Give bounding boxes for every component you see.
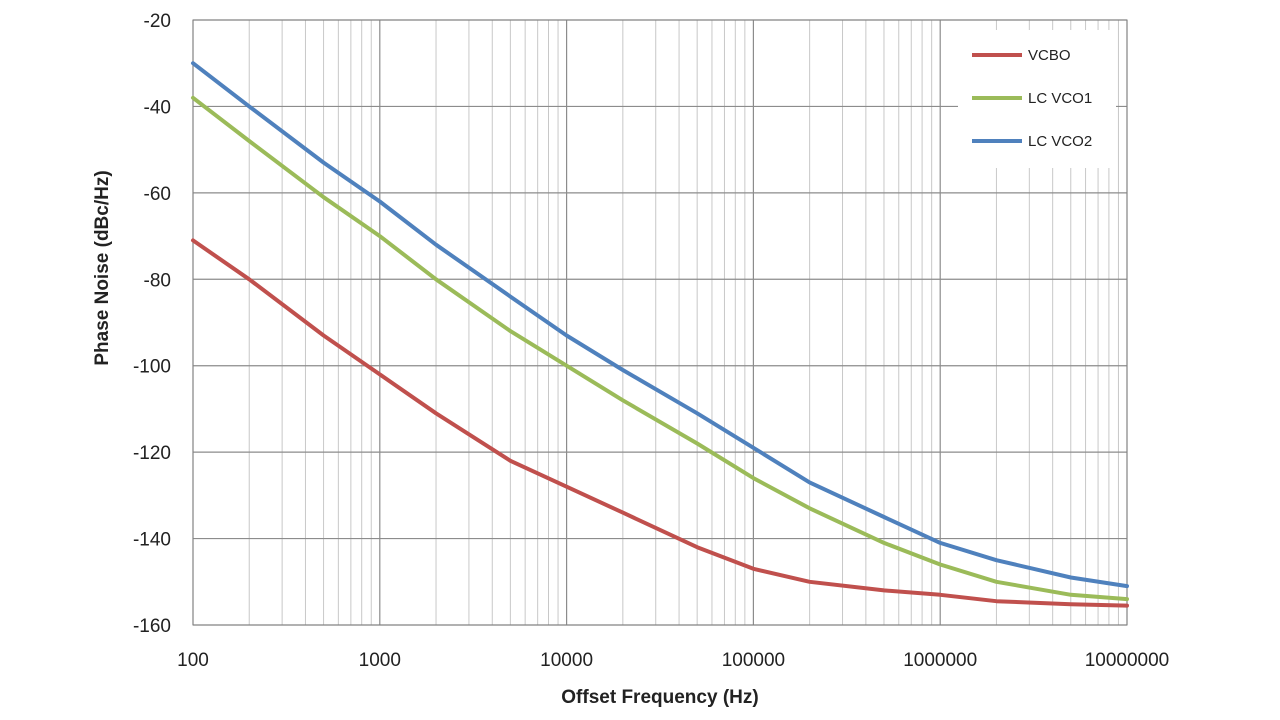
legend-label: LC VCO2 bbox=[1028, 133, 1092, 150]
y-tick-labels: -20 -40 -60 -80 -100 -120 -140 -160 bbox=[133, 11, 171, 637]
y-tick-label: -40 bbox=[144, 97, 171, 118]
legend-label: VCBO bbox=[1028, 47, 1071, 64]
x-tick-label: 100000 bbox=[722, 650, 785, 671]
y-tick-label: -160 bbox=[133, 616, 171, 637]
y-tick-label: -100 bbox=[133, 357, 171, 378]
x-tick-label: 100 bbox=[177, 650, 209, 671]
plot-area-frame bbox=[192, 19, 1128, 626]
x-tick-label: 10000000 bbox=[1085, 650, 1170, 671]
y-tick-label: -120 bbox=[133, 443, 171, 464]
legend-label: LC VCO1 bbox=[1028, 90, 1092, 107]
legend: VCBO LC VCO1 LC VCO2 bbox=[958, 30, 1116, 168]
series-layer bbox=[191, 61, 1129, 608]
y-tick-label: -60 bbox=[144, 184, 171, 205]
y-tick-label: -20 bbox=[144, 11, 171, 32]
x-tick-labels: 100 1000 10000 100000 1000000 10000000 bbox=[177, 650, 1169, 671]
x-tick-label: 1000000 bbox=[903, 650, 977, 671]
x-tick-label: 10000 bbox=[540, 650, 593, 671]
y-tick-label: -80 bbox=[144, 270, 171, 291]
series-line-lc-vco2 bbox=[191, 61, 1129, 589]
y-axis-title: Phase Noise (dBc/Hz) bbox=[92, 170, 113, 365]
series-line-vcbo bbox=[191, 238, 1129, 608]
y-tick-label: -140 bbox=[133, 530, 171, 551]
series-line-lc-vco1 bbox=[191, 95, 1129, 602]
x-axis-title: Offset Frequency (Hz) bbox=[561, 687, 758, 708]
x-tick-label: 1000 bbox=[359, 650, 401, 671]
